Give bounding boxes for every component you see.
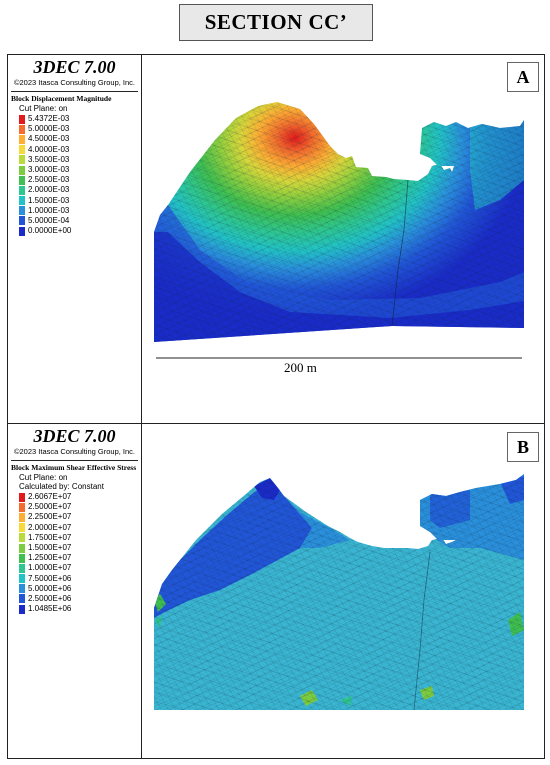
legend-b-scale: 2.6067E+07 2.5000E+07 2.2500E+07 2.0000E+07… [9,492,140,614]
legend-b-option-2: Calculated by: Constant [19,482,104,491]
legend-a-brand: 3DEC 7.00 [33,57,116,77]
legend-value: 3.5000E-03 [28,154,70,164]
legend-value: 7.5000E+06 [28,573,72,583]
legend-entry: 2.2500E+07 [9,512,140,522]
panel-label-a: A [507,62,539,92]
legend-value: 5.0000E+06 [28,583,72,593]
legend-value: 1.5000E+07 [28,543,72,553]
legend-swatch [19,604,25,614]
legend-swatch [19,165,25,175]
legend-entry: 2.5000E-03 [9,175,140,185]
panel-label-b: B [507,432,539,462]
legend-entry: 5.0000E-03 [9,124,140,134]
panel-b-model [154,474,524,710]
section-title-box: SECTION CC’ [179,4,373,41]
legend-value: 2.5000E+07 [28,502,72,512]
panel-divider-vertical [141,54,142,759]
legend-swatch [19,155,25,165]
legend-swatch [19,185,25,195]
legend-entry: 1.2500E+07 [9,553,140,563]
legend-value: 4.0000E-03 [28,144,70,154]
legend-swatch [19,114,25,124]
legend-value: 2.0000E+07 [28,522,72,532]
legend-entry: 2.0000E+07 [9,523,140,533]
legend-entry: 7.5000E+06 [9,574,140,584]
scale-label: 200 m [284,360,317,375]
legend-swatch [19,206,25,216]
legend-swatch [19,563,25,573]
legend-swatch [19,543,25,553]
legend-a: 3DEC 7.00 ©2023 Itasca Consulting Group,… [9,57,140,236]
legend-entry: 1.0485E+06 [9,604,140,614]
legend-entry: 5.4372E-03 [9,114,140,124]
legend-value: 1.5000E-03 [28,195,70,205]
legend-entry: 4.0000E-03 [9,145,140,155]
legend-swatch [19,502,25,512]
legend-swatch [19,533,25,543]
legend-swatch [19,574,25,584]
legend-value: 4.5000E-03 [28,134,70,144]
legend-value: 0.0000E+00 [28,226,72,236]
legend-swatch [19,492,25,502]
legend-value: 2.2500E+07 [28,512,72,522]
legend-b-variable: Block Maximum Shear Effective Stress [11,463,137,472]
legend-value: 2.6067E+07 [28,492,72,502]
legend-value: 1.0000E-03 [28,205,70,215]
legend-entry: 1.0000E+07 [9,563,140,573]
legend-entry: 2.5000E+06 [9,594,140,604]
legend-entry: 2.0000E-03 [9,185,140,195]
legend-entry: 1.7500E+07 [9,533,140,543]
legend-swatch [19,145,25,155]
legend-swatch [19,553,25,563]
legend-swatch [19,512,25,522]
legend-swatch [19,594,25,604]
legend-entry: 1.5000E+07 [9,543,140,553]
legend-entry: 2.6067E+07 [9,492,140,502]
legend-a-scale: 5.4372E-03 5.0000E-03 4.5000E-03 4.0000E-03… [9,114,140,236]
legend-a-variable: Block Displacement Magnitude [11,94,112,103]
legend-entry: 4.5000E-03 [9,134,140,144]
legend-value: 1.0485E+06 [28,604,72,614]
legend-value: 1.0000E+07 [28,563,72,573]
legend-swatch [19,196,25,206]
legend-swatch [19,584,25,594]
legend-entry: 3.0000E-03 [9,165,140,175]
legend-value: 1.7500E+07 [28,532,72,542]
legend-entry: 2.5000E+07 [9,502,140,512]
legend-a-copyright: ©2023 Itasca Consulting Group, Inc. [13,78,135,87]
section-title: SECTION CC’ [204,10,348,34]
figure-frame [7,54,545,759]
legend-value: 2.0000E-03 [28,185,70,195]
legend-b: 3DEC 7.00 ©2023 Itasca Consulting Group,… [9,426,140,614]
legend-swatch [19,216,25,226]
legend-b-option-1: Cut Plane: on [19,473,68,482]
legend-swatch [19,175,25,185]
legend-entry: 1.0000E-03 [9,206,140,216]
legend-value: 2.5000E-03 [28,175,70,185]
legend-a-option: Cut Plane: on [19,104,68,113]
legend-b-rule [11,460,138,461]
legend-swatch [19,124,25,134]
legend-entry: 3.5000E-03 [9,155,140,165]
legend-value: 5.0000E-04 [28,215,70,225]
panel-divider-horizontal [7,423,545,424]
legend-entry: 1.5000E-03 [9,196,140,206]
legend-value: 3.0000E-03 [28,165,70,175]
legend-value: 5.4372E-03 [28,114,70,124]
legend-entry: 0.0000E+00 [9,226,140,236]
legend-b-brand: 3DEC 7.00 [33,426,116,446]
legend-entry: 5.0000E-04 [9,216,140,226]
legend-a-rule [11,91,138,92]
legend-swatch [19,226,25,236]
panel-a-model [154,102,524,342]
legend-b-copyright: ©2023 Itasca Consulting Group, Inc. [13,447,135,456]
legend-swatch [19,523,25,533]
legend-value: 2.5000E+06 [28,593,72,603]
legend-entry: 5.0000E+06 [9,584,140,594]
legend-value: 1.2500E+07 [28,553,72,563]
legend-value: 5.0000E-03 [28,124,70,134]
legend-swatch [19,134,25,144]
